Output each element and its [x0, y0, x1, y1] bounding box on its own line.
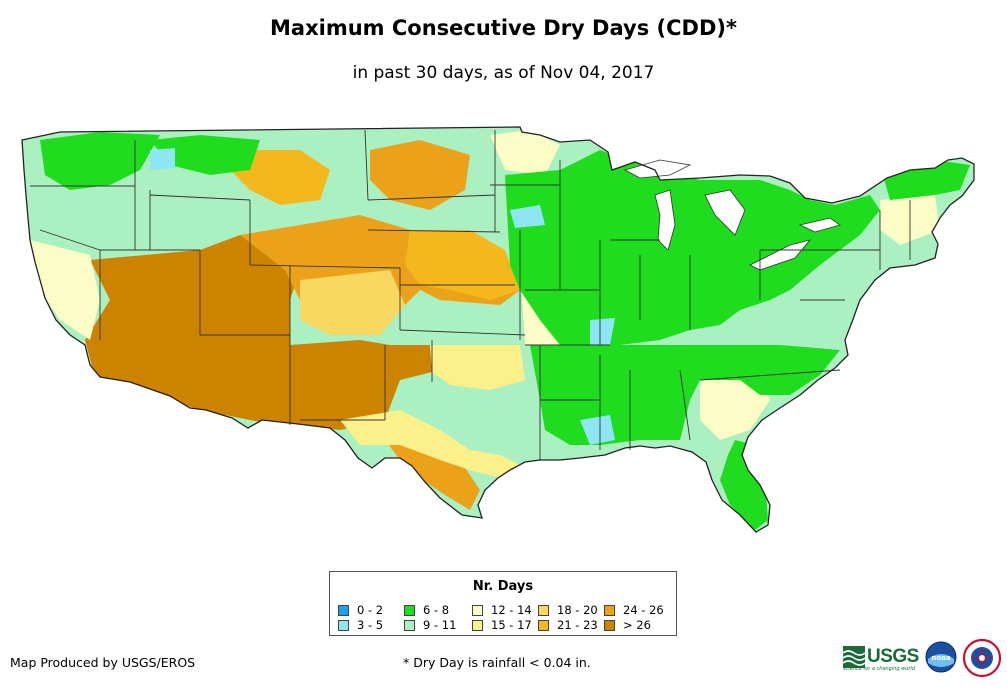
map-credit: Map Produced by USGS/EROS — [10, 655, 196, 670]
legend-item: 6 - 8 — [404, 603, 449, 617]
legend-label: 24 - 26 — [623, 603, 664, 617]
nws-logo — [962, 638, 1002, 678]
legend-label: 12 - 14 — [491, 603, 532, 617]
legend: Nr. Days 0 - 2 3 - 5 6 - 8 9 - 11 12 - 1… — [329, 571, 677, 636]
legend-label: 9 - 11 — [423, 618, 457, 632]
legend-item: 0 - 2 — [338, 603, 383, 617]
legend-item: 9 - 11 — [404, 618, 456, 632]
legend-item: 15 - 17 — [472, 618, 532, 632]
usgs-wave-icon — [843, 646, 865, 668]
legend-label: 0 - 2 — [357, 603, 384, 617]
legend-item: > 26 — [604, 618, 651, 632]
legend-label: 18 - 20 — [557, 603, 598, 617]
cdd-map — [21, 126, 975, 533]
great-lakes — [623, 159, 841, 271]
legend-item: 3 - 5 — [338, 618, 383, 632]
usgs-wordmark: USGS — [867, 646, 919, 667]
legend-swatch — [404, 619, 415, 631]
legend-label: 3 - 5 — [357, 618, 384, 632]
legend-label: 21 - 23 — [557, 618, 598, 632]
legend-swatch — [404, 604, 415, 616]
legend-label: > 26 — [623, 618, 651, 632]
map-subtitle: in past 30 days, as of Nov 04, 2017 — [352, 63, 655, 83]
legend-item: 24 - 26 — [604, 603, 664, 617]
usgs-tagline: science for a changing world — [843, 666, 915, 672]
legend-item: 18 - 20 — [538, 603, 598, 617]
noaa-logo: noaa — [925, 641, 957, 673]
legend-title: Nr. Days — [472, 579, 534, 594]
legend-swatch — [538, 604, 549, 616]
legend-label: 15 - 17 — [491, 618, 532, 632]
legend-item: 12 - 14 — [472, 603, 532, 617]
map-title: Maximum Consecutive Dry Days (CDD)* — [270, 16, 737, 40]
legend-swatch — [472, 604, 483, 616]
state-borders — [21, 126, 975, 533]
usgs-logo: USGS — [843, 642, 919, 672]
legend-swatch — [472, 619, 483, 631]
legend-item: 21 - 23 — [538, 618, 598, 632]
legend-swatch — [604, 604, 615, 616]
dry-day-note: * Dry Day is rainfall < 0.04 in. — [403, 655, 591, 670]
legend-swatch — [538, 619, 549, 631]
legend-label: 6 - 8 — [423, 603, 450, 617]
legend-swatch — [338, 619, 349, 631]
legend-swatch — [604, 619, 615, 631]
noaa-wordmark: noaa — [931, 654, 951, 662]
legend-swatch — [338, 604, 349, 616]
